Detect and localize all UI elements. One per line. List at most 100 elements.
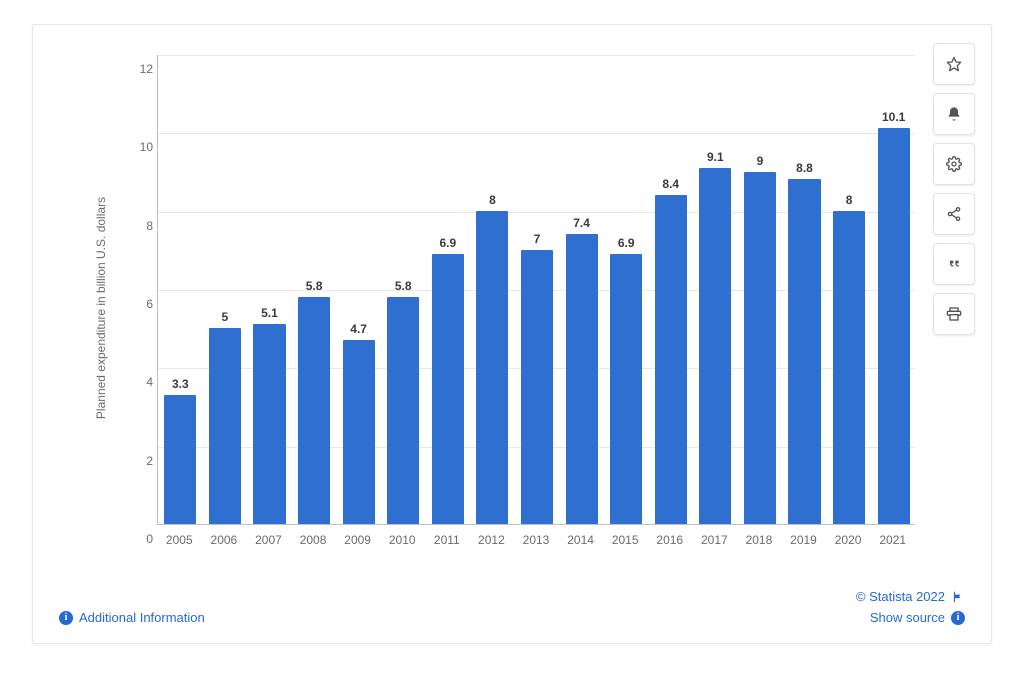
- bar[interactable]: [610, 254, 642, 524]
- star-icon: [946, 56, 962, 72]
- x-tick: 2011: [434, 533, 460, 547]
- bar[interactable]: [833, 211, 865, 524]
- chart-card: Planned expenditure in billion U.S. doll…: [32, 24, 992, 644]
- flag-icon: [951, 590, 965, 604]
- gear-icon: [946, 156, 962, 172]
- y-axis-label: Planned expenditure in billion U.S. doll…: [94, 197, 108, 419]
- bar[interactable]: [343, 340, 375, 524]
- print-button[interactable]: [933, 293, 975, 335]
- bar-column: 6.9: [610, 236, 642, 524]
- bar[interactable]: [655, 195, 687, 524]
- x-tick: 2017: [701, 533, 728, 547]
- bar-column: 5.8: [387, 279, 419, 524]
- bar[interactable]: [744, 172, 776, 525]
- bar-chart: Planned expenditure in billion U.S. doll…: [103, 43, 915, 573]
- x-tick: 2012: [478, 533, 505, 547]
- y-tick: 8: [129, 219, 153, 233]
- additional-info-link[interactable]: i Additional Information: [59, 610, 205, 625]
- bar-column: 4.7: [343, 322, 375, 524]
- x-tick: 2015: [612, 533, 639, 547]
- bar-column: 8.4: [655, 177, 687, 524]
- favorite-button[interactable]: [933, 43, 975, 85]
- chart-toolbar: [933, 43, 975, 335]
- bar-column: 6.9: [432, 236, 464, 524]
- bar[interactable]: [432, 254, 464, 524]
- bar[interactable]: [298, 297, 330, 524]
- alert-button[interactable]: [933, 93, 975, 135]
- bar[interactable]: [521, 250, 553, 524]
- bar-value-label: 5.1: [261, 306, 278, 320]
- bar-column: 7.4: [566, 216, 598, 524]
- y-tick: 4: [129, 375, 153, 389]
- bar[interactable]: [164, 395, 196, 524]
- bar-value-label: 9: [757, 154, 764, 168]
- x-tick: 2013: [523, 533, 550, 547]
- x-tick: 2005: [166, 533, 193, 547]
- bar-column: 5: [209, 310, 241, 524]
- bar[interactable]: [699, 168, 731, 524]
- bar-value-label: 8.8: [796, 161, 813, 175]
- y-tick: 2: [129, 454, 153, 468]
- bar-value-label: 6.9: [439, 236, 456, 250]
- x-tick: 2007: [255, 533, 282, 547]
- bar-value-label: 8: [489, 193, 496, 207]
- x-tick: 2020: [835, 533, 862, 547]
- info-icon: i: [951, 611, 965, 625]
- print-icon: [946, 306, 962, 322]
- show-source-link[interactable]: Show source i: [870, 610, 965, 625]
- bar-value-label: 10.1: [882, 110, 905, 124]
- bar[interactable]: [209, 328, 241, 524]
- bar-value-label: 5.8: [395, 279, 412, 293]
- settings-button[interactable]: [933, 143, 975, 185]
- share-button[interactable]: [933, 193, 975, 235]
- x-tick: 2019: [790, 533, 817, 547]
- x-tick: 2006: [211, 533, 238, 547]
- x-tick: 2016: [656, 533, 683, 547]
- show-source-label: Show source: [870, 610, 945, 625]
- x-tick: 2008: [300, 533, 327, 547]
- x-tick: 2010: [389, 533, 416, 547]
- x-tick: 2018: [746, 533, 773, 547]
- bar-value-label: 6.9: [618, 236, 635, 250]
- y-tick: 12: [129, 62, 153, 76]
- bar-column: 9: [744, 154, 776, 525]
- bar-column: 5.1: [253, 306, 285, 524]
- bar[interactable]: [387, 297, 419, 524]
- bar-column: 8: [476, 193, 508, 524]
- bar[interactable]: [566, 234, 598, 524]
- share-icon: [946, 206, 962, 222]
- y-tick: 6: [129, 297, 153, 311]
- y-tick: 10: [129, 140, 153, 154]
- y-tick: 0: [129, 532, 153, 546]
- chart-footer: i Additional Information © Statista 2022…: [59, 589, 965, 625]
- bar-column: 3.3: [164, 377, 196, 524]
- bar-value-label: 4.7: [350, 322, 367, 336]
- bar[interactable]: [476, 211, 508, 524]
- info-icon: i: [59, 611, 73, 625]
- bell-icon: [946, 106, 962, 122]
- bar-value-label: 8.4: [662, 177, 679, 191]
- x-tick: 2021: [879, 533, 906, 547]
- bar[interactable]: [878, 128, 910, 524]
- bar-value-label: 9.1: [707, 150, 724, 164]
- bar-column: 7: [521, 232, 553, 524]
- x-tick: 2014: [567, 533, 594, 547]
- bar-value-label: 5: [222, 310, 229, 324]
- bar-value-label: 3.3: [172, 377, 189, 391]
- quote-icon: [946, 256, 962, 272]
- bar-value-label: 7: [534, 232, 541, 246]
- bar-value-label: 7.4: [573, 216, 590, 230]
- additional-info-label: Additional Information: [79, 610, 205, 625]
- bar-column: 10.1: [878, 110, 910, 524]
- bar-column: 8.8: [788, 161, 820, 524]
- copyright-text: © Statista 2022: [856, 589, 965, 604]
- plot-area: 3.3 5 5.1 5.8 4.7 5.8 6.9 8 7 7.4 6.9 8.4 9.1 9 8.8 8 10…: [157, 55, 915, 525]
- x-tick: 2009: [344, 533, 371, 547]
- bar-column: 5.8: [298, 279, 330, 524]
- bar[interactable]: [253, 324, 285, 524]
- bar-value-label: 8: [846, 193, 853, 207]
- bar-value-label: 5.8: [306, 279, 323, 293]
- bar[interactable]: [788, 179, 820, 524]
- bar-column: 8: [833, 193, 865, 524]
- cite-button[interactable]: [933, 243, 975, 285]
